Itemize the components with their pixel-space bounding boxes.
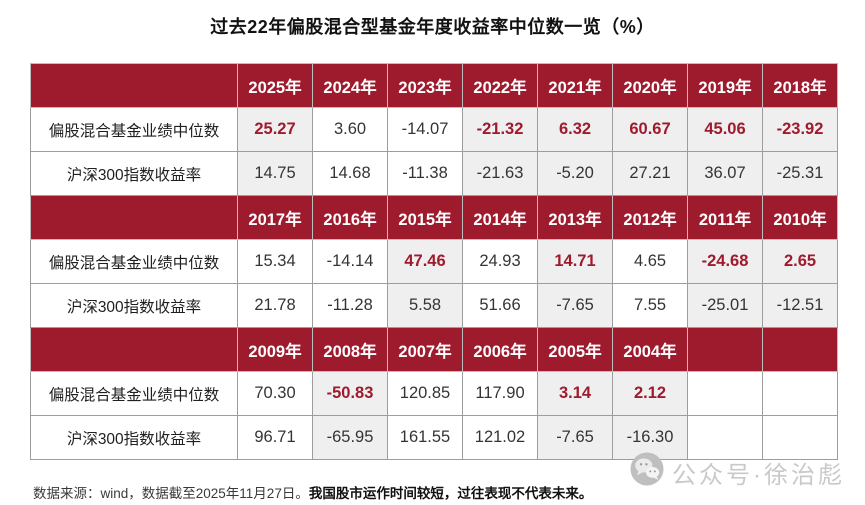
- index-row-2: 沪深300指数收益率 96.71 -65.95 161.55 121.02 -7.65 -1…: [30, 415, 838, 460]
- empty-cell: [762, 415, 838, 460]
- fund-value-cell: -21.32: [462, 107, 538, 152]
- fund-value-cell: 25.27: [237, 107, 313, 152]
- year-header-cell: 2021年: [537, 63, 613, 108]
- fund-value-cell: -23.92: [762, 107, 838, 152]
- year-header-cell: 2009年: [237, 327, 313, 372]
- fund-value-cell: -50.83: [312, 371, 388, 416]
- index-value-cell: -16.30: [612, 415, 688, 460]
- year-header-cell: 2010年: [762, 195, 838, 240]
- index-value-cell: 51.66: [462, 283, 538, 328]
- row-label-cell: 沪深300指数收益率: [30, 283, 238, 328]
- fund-value-cell: 45.06: [687, 107, 763, 152]
- fund-value-cell: -24.68: [687, 239, 763, 284]
- index-value-cell: -5.20: [537, 151, 613, 196]
- fund-value-cell: 24.93: [462, 239, 538, 284]
- year-header-cell: 2004年: [612, 327, 688, 372]
- index-value-cell: -11.28: [312, 283, 388, 328]
- fund-value-cell: 2.12: [612, 371, 688, 416]
- year-header-cell: 2007年: [387, 327, 463, 372]
- year-header-cell: 2013年: [537, 195, 613, 240]
- footnote-source: 数据来源：wind，数据截至2025年11月27日。: [33, 486, 309, 501]
- year-header-cell: 2012年: [612, 195, 688, 240]
- year-header-cell: 2019年: [687, 63, 763, 108]
- page-title: 过去22年偏股混合型基金年度收益率中位数一览（%）: [210, 17, 655, 37]
- year-header-row-1: 2017年 2016年 2015年 2014年 2013年 2012年 2011年 2010年: [30, 195, 838, 240]
- index-value-cell: 14.75: [237, 151, 313, 196]
- row-label-cell: 偏股混合基金业绩中位数: [30, 107, 238, 152]
- index-value-cell: 121.02: [462, 415, 538, 460]
- footnote: 数据来源：wind，数据截至2025年11月27日。我国股市运作时间较短，过往表…: [33, 482, 592, 502]
- empty-cell: [687, 371, 763, 416]
- footnote-disclaimer: 我国股市运作时间较短，过往表现不代表未来。: [308, 486, 593, 501]
- year-header-cell: 2016年: [312, 195, 388, 240]
- empty-header-cell: [762, 327, 838, 372]
- index-value-cell: 36.07: [687, 151, 763, 196]
- fund-value-cell: 120.85: [387, 371, 463, 416]
- index-value-cell: -12.51: [762, 283, 838, 328]
- fund-value-cell: -14.07: [387, 107, 463, 152]
- fund-value-cell: 15.34: [237, 239, 313, 284]
- year-header-cell: 2006年: [462, 327, 538, 372]
- year-header-cell: 2022年: [462, 63, 538, 108]
- year-header-row-2: 2009年 2008年 2007年 2006年 2005年 2004年: [30, 327, 838, 372]
- empty-header-cell: [687, 327, 763, 372]
- index-value-cell: 14.68: [312, 151, 388, 196]
- year-header-row-0: 2025年 2024年 2023年 2022年 2021年 2020年 2019年 2018年: [30, 63, 838, 108]
- corner-header-cell: [30, 63, 238, 108]
- empty-cell: [762, 371, 838, 416]
- row-label-cell: 偏股混合基金业绩中位数: [30, 239, 238, 284]
- empty-cell: [687, 415, 763, 460]
- fund-value-cell: 4.65: [612, 239, 688, 284]
- year-header-cell: 2014年: [462, 195, 538, 240]
- fund-value-cell: 6.32: [537, 107, 613, 152]
- index-value-cell: -25.31: [762, 151, 838, 196]
- index-value-cell: 27.21: [612, 151, 688, 196]
- year-header-cell: 2018年: [762, 63, 838, 108]
- year-header-cell: 2015年: [387, 195, 463, 240]
- fund-value-cell: 3.60: [312, 107, 388, 152]
- year-header-cell: 2023年: [387, 63, 463, 108]
- row-label-cell: 沪深300指数收益率: [30, 415, 238, 460]
- fund-row-0: 偏股混合基金业绩中位数 25.27 3.60 -14.07 -21.32 6.32 60.6…: [30, 107, 838, 152]
- index-value-cell: -25.01: [687, 283, 763, 328]
- year-header-cell: 2011年: [687, 195, 763, 240]
- fund-row-2: 偏股混合基金业绩中位数 70.30 -50.83 120.85 117.90 3.14 2.…: [30, 371, 838, 416]
- fund-value-cell: 3.14: [537, 371, 613, 416]
- year-header-cell: 2024年: [312, 63, 388, 108]
- index-value-cell: 161.55: [387, 415, 463, 460]
- year-header-cell: 2020年: [612, 63, 688, 108]
- index-value-cell: 7.55: [612, 283, 688, 328]
- index-value-cell: -7.65: [537, 415, 613, 460]
- watermark-text: 公众号·徐治彪: [672, 462, 845, 489]
- corner-header-cell: [30, 327, 238, 372]
- fund-value-cell: -14.14: [312, 239, 388, 284]
- row-label-cell: 偏股混合基金业绩中位数: [30, 371, 238, 416]
- index-value-cell: -11.38: [387, 151, 463, 196]
- index-row-1: 沪深300指数收益率 21.78 -11.28 5.58 51.66 -7.65 7.55-…: [30, 283, 838, 328]
- year-header-cell: 2025年: [237, 63, 313, 108]
- fund-value-cell: 47.46: [387, 239, 463, 284]
- index-row-0: 沪深300指数收益率 14.75 14.68 -11.38 -21.63 -5.20 27.…: [30, 151, 838, 196]
- fund-value-cell: 70.30: [237, 371, 313, 416]
- returns-table-body: 2025年 2024年 2023年 2022年 2021年 2020年 2019年 2018年…: [30, 63, 838, 460]
- year-header-cell: 2005年: [537, 327, 613, 372]
- index-value-cell: 96.71: [237, 415, 313, 460]
- fund-value-cell: 14.71: [537, 239, 613, 284]
- fund-value-cell: 117.90: [462, 371, 538, 416]
- row-label-cell: 沪深300指数收益率: [30, 151, 238, 196]
- corner-header-cell: [30, 195, 238, 240]
- index-value-cell: 5.58: [387, 283, 463, 328]
- index-value-cell: -65.95: [312, 415, 388, 460]
- fund-value-cell: 2.65: [762, 239, 838, 284]
- index-value-cell: -7.65: [537, 283, 613, 328]
- year-header-cell: 2008年: [312, 327, 388, 372]
- index-value-cell: -21.63: [462, 151, 538, 196]
- index-value-cell: 21.78: [237, 283, 313, 328]
- fund-value-cell: 60.67: [612, 107, 688, 152]
- returns-table: 2025年 2024年 2023年 2022年 2021年 2020年 2019年 2018年…: [30, 63, 838, 460]
- year-header-cell: 2017年: [237, 195, 313, 240]
- fund-row-1: 偏股混合基金业绩中位数 15.34 -14.14 47.46 24.93 14.71 4.6…: [30, 239, 838, 284]
